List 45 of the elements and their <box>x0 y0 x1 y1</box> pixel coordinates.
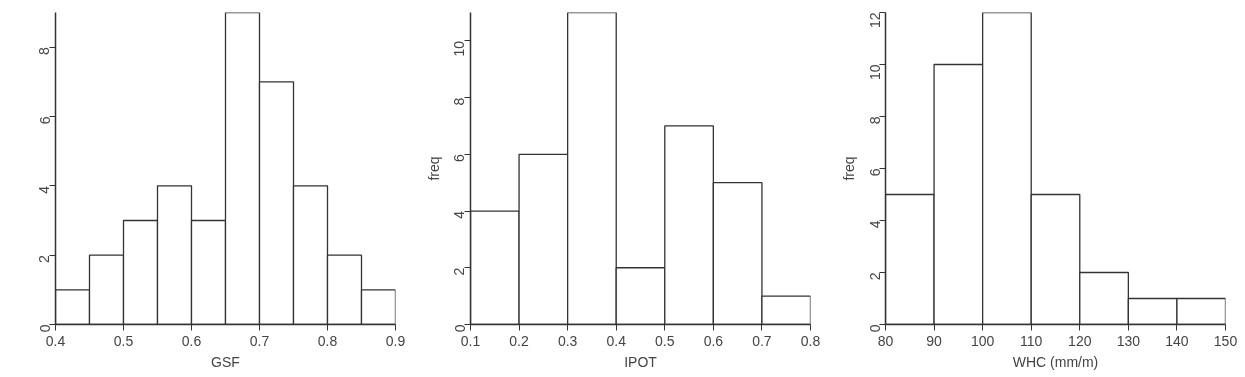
x-axis-title: GSF <box>211 353 240 370</box>
x-tick-label: 140 <box>1165 332 1189 349</box>
x-tick-label: 0.1 <box>460 332 481 349</box>
y-tick-label: 12 <box>866 12 883 29</box>
x-tick-label: 0.6 <box>181 332 202 349</box>
y-tick-label: 6 <box>866 168 883 177</box>
x-tick-label: 0.9 <box>385 332 406 349</box>
y-tick-label: 8 <box>866 116 883 125</box>
x-axis-title: WHC (mm/m) <box>1012 353 1099 370</box>
y-tick-label: 4 <box>451 210 468 219</box>
y-tick-label: 2 <box>36 254 53 263</box>
y-tick-label: 8 <box>451 97 468 106</box>
y-tick-label: 6 <box>451 154 468 163</box>
x-tick-label: 0.5 <box>113 332 134 349</box>
x-tick-label: 0.7 <box>752 332 772 349</box>
y-tick-label: 6 <box>36 116 53 125</box>
y-tick-label: 4 <box>36 185 53 194</box>
x-tick-label: 0.5 <box>655 332 675 349</box>
x-tick-label: 0.8 <box>317 332 338 349</box>
x-tick-label: 0.8 <box>800 332 821 349</box>
y-tick-label: 0 <box>451 324 468 333</box>
x-tick-label: 0.2 <box>509 332 530 349</box>
y-tick-label: 4 <box>866 220 883 229</box>
x-tick-label: 120 <box>1068 332 1092 349</box>
y-axis-title: freq <box>840 156 857 181</box>
y-tick-label: 0 <box>36 324 53 333</box>
x-tick-label: 0.7 <box>249 332 270 349</box>
x-tick-label: 90 <box>926 332 943 349</box>
y-tick-label: 2 <box>451 267 468 276</box>
x-tick-label: 100 <box>970 332 995 349</box>
x-tick-label: 0.6 <box>703 332 724 349</box>
x-tick-label: 80 <box>877 332 894 349</box>
y-tick-label: 10 <box>451 40 468 57</box>
y-tick-label: 0 <box>866 324 883 333</box>
y-axis-title: freq <box>425 156 442 181</box>
y-tick-label: 8 <box>36 46 53 55</box>
y-tick-label: 2 <box>866 272 883 281</box>
x-tick-label: 0.4 <box>45 332 66 349</box>
x-tick-label: 0.3 <box>557 332 578 349</box>
x-tick-label: 110 <box>1020 332 1043 349</box>
y-tick-label: 10 <box>866 64 883 81</box>
x-tick-label: 130 <box>1116 332 1141 349</box>
x-tick-label: 150 <box>1213 332 1238 349</box>
x-axis-title: IPOT <box>624 353 658 370</box>
x-tick-label: 0.4 <box>606 332 627 349</box>
